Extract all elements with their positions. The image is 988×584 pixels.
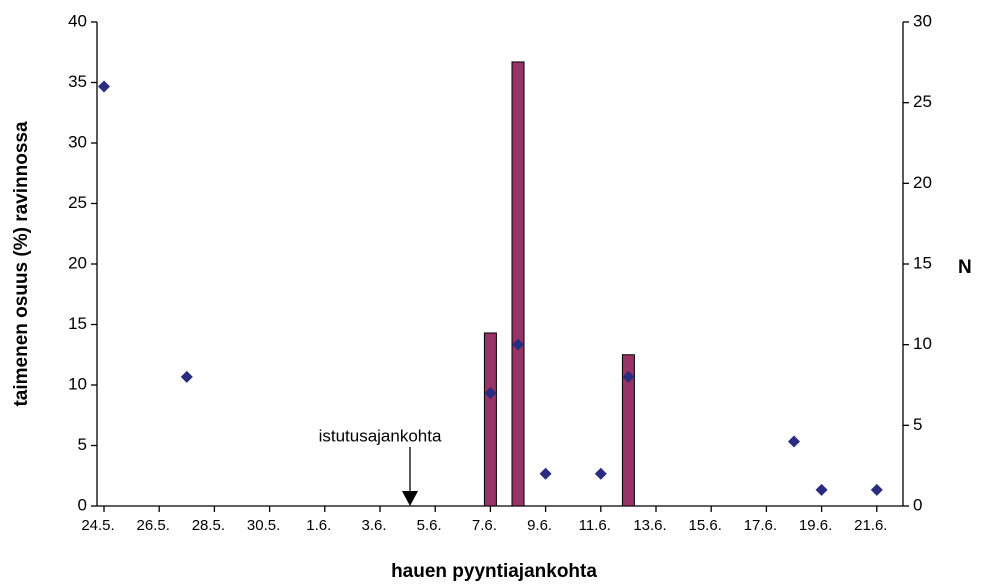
y-tick-label: 5 [78, 435, 87, 454]
x-tick-label: 15.6. [689, 517, 722, 534]
bar [621, 354, 635, 507]
y-axis-label: taimenen osuus (%) ravinnossa [11, 121, 32, 407]
x-tick-label: 26.5. [137, 517, 170, 534]
y2-tick-label: 10 [913, 334, 932, 353]
y-tick-label: 25 [68, 193, 87, 212]
y-tick-label: 35 [68, 72, 87, 91]
x-tick-label: 19.6. [799, 517, 832, 534]
y2-tick-label: 15 [913, 253, 932, 272]
point [870, 483, 883, 496]
y2-tick-label: 0 [913, 495, 922, 514]
annotation: istutusajankohta [319, 426, 442, 445]
bar [483, 332, 497, 507]
x-tick-label: 28.5. [192, 517, 225, 534]
x-axis-label: hauen pyyntiajankohta [391, 561, 597, 582]
bar [511, 61, 525, 507]
point [180, 370, 193, 383]
x-tick-label: 1.6. [306, 517, 331, 534]
x-tick-label: 24.5. [81, 517, 114, 534]
x-tick-label: 13.6. [633, 517, 666, 534]
x-tick-label: 11.6. [579, 517, 611, 534]
point [788, 435, 800, 448]
y2-tick-label: 20 [913, 173, 932, 192]
x-tick-label: 30.5. [247, 517, 280, 534]
point [594, 467, 607, 480]
y-tick-label: 10 [68, 374, 87, 393]
y-tick-label: 40 [68, 11, 87, 30]
y-tick-label: 15 [68, 314, 87, 333]
point [622, 370, 635, 383]
y-tick-label: 30 [68, 132, 87, 151]
point [539, 467, 552, 480]
x-tick-label: 21.6. [854, 517, 887, 534]
x-tick-label: 3.6. [361, 517, 386, 534]
y2-tick-label: 5 [913, 415, 922, 434]
y-tick-label: 20 [68, 253, 87, 272]
point [512, 338, 524, 351]
x-tick-label: 9.6. [527, 517, 552, 534]
x-tick-label: 7.6. [472, 517, 497, 534]
x-tick-label: 17.6. [744, 517, 777, 534]
x-tick-label: 5.6. [417, 517, 442, 534]
point [484, 387, 497, 400]
y2-tick-label: 25 [913, 92, 932, 111]
y-tick-label: 0 [78, 495, 87, 514]
y2-tick-label: 30 [913, 11, 932, 30]
point [815, 483, 828, 496]
annotation-arrowhead [402, 491, 418, 506]
point [98, 80, 110, 93]
y2-axis-label: N [958, 257, 972, 278]
